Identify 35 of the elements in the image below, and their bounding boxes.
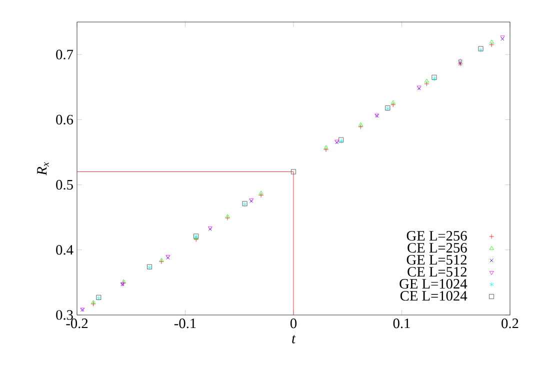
y-tick-label: 0.7 xyxy=(56,50,74,60)
point xyxy=(489,42,494,48)
y-tick-label: 0.6 xyxy=(56,114,74,125)
legend-label: CE L=512 xyxy=(408,266,467,277)
x-tick-label: -0.1 xyxy=(174,318,196,328)
point xyxy=(489,40,494,44)
legend-label: CE L=256 xyxy=(408,242,467,253)
point xyxy=(90,301,96,306)
point xyxy=(323,147,328,152)
point xyxy=(390,100,396,104)
legend-label: CE L=1024 xyxy=(400,290,468,301)
point xyxy=(159,258,164,262)
point xyxy=(258,192,264,198)
y-tick-label: 0.4 xyxy=(56,245,74,255)
x-tick-label: -0.2 xyxy=(66,318,88,328)
point xyxy=(424,78,429,83)
point xyxy=(324,145,328,150)
x-axis-title: t xyxy=(292,335,296,344)
x-tick-label: 0.2 xyxy=(502,318,518,328)
point xyxy=(390,102,396,108)
point xyxy=(121,279,126,284)
point xyxy=(424,81,430,86)
legend-label: GE L=256 xyxy=(406,231,467,241)
point xyxy=(258,190,264,195)
y-axis-title: R$_{x}$ xyxy=(37,162,49,176)
x-tick-label: 0 xyxy=(290,318,297,328)
legend-label: GE L=1024 xyxy=(400,278,468,289)
point xyxy=(91,300,96,304)
point xyxy=(358,122,363,126)
y-tick-label: 0.5 xyxy=(56,180,73,190)
x-tick-label: 0.1 xyxy=(393,318,410,328)
point xyxy=(358,124,364,130)
point xyxy=(291,169,296,174)
legend-label: GE L=512 xyxy=(406,254,467,265)
y-tick-label: 0.3 xyxy=(56,310,73,320)
